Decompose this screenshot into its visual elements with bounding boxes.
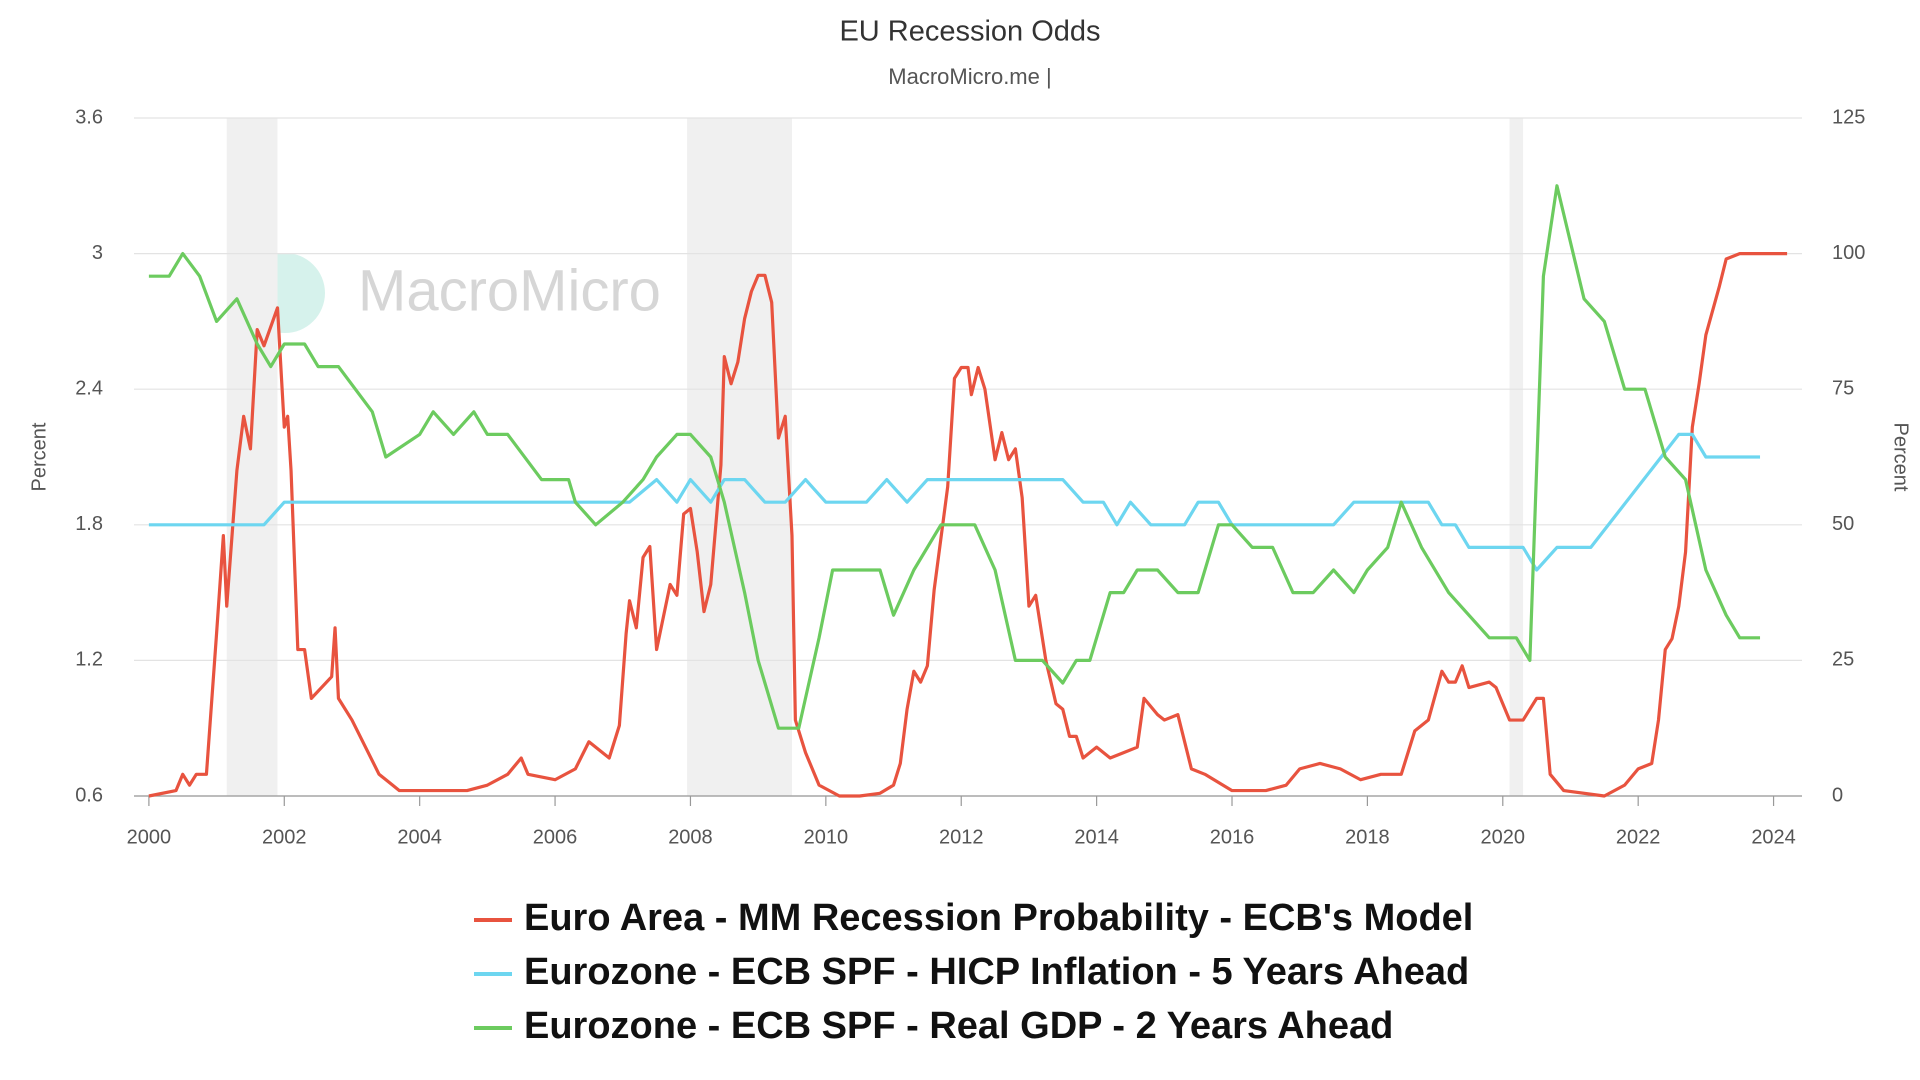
x-tick-label: 2020 bbox=[1481, 826, 1526, 848]
chart-subtitle: MacroMicro.me | bbox=[888, 64, 1051, 89]
y-tick-label: 1.2 bbox=[75, 649, 103, 671]
y2-tick-label: 125 bbox=[1832, 106, 1865, 128]
y-axis-title: Percent bbox=[28, 422, 50, 491]
series-line bbox=[148, 252, 1788, 798]
y-tick-label: 3.6 bbox=[75, 106, 103, 128]
recession-band bbox=[1509, 118, 1524, 796]
legend-label: Euro Area - MM Recession Probability - E… bbox=[524, 897, 1473, 939]
x-tick-label: 2010 bbox=[804, 826, 849, 848]
y-tick-label: 3 bbox=[92, 242, 103, 264]
x-tick-label: 2002 bbox=[262, 826, 307, 848]
y2-tick-label: 50 bbox=[1832, 513, 1854, 535]
y2-tick-label: 75 bbox=[1832, 377, 1854, 399]
x-tick-label: 2022 bbox=[1616, 826, 1661, 848]
legend-label: Eurozone - ECB SPF - Real GDP - 2 Years … bbox=[524, 1005, 1393, 1047]
x-tick-label: 2016 bbox=[1210, 826, 1255, 848]
series-line bbox=[148, 432, 1761, 572]
x-tick-label: 2014 bbox=[1074, 826, 1119, 848]
series-line bbox=[148, 184, 1761, 730]
x-tick-label: 2008 bbox=[668, 826, 713, 848]
y-tick-label: 0.6 bbox=[75, 784, 103, 806]
recession-band bbox=[687, 118, 792, 796]
x-tick-label: 2012 bbox=[939, 826, 984, 848]
watermark: MacroMicro bbox=[358, 258, 661, 323]
y-tick-label: 2.4 bbox=[75, 377, 103, 399]
x-tick-label: 2004 bbox=[397, 826, 442, 848]
y2-axis-title: Percent bbox=[1890, 423, 1912, 492]
chart-title: EU Recession Odds bbox=[839, 16, 1100, 48]
y-tick-label: 1.8 bbox=[75, 513, 103, 535]
y2-tick-label: 100 bbox=[1832, 242, 1865, 264]
recession-band bbox=[226, 118, 278, 796]
y2-tick-label: 25 bbox=[1832, 649, 1854, 671]
x-tick-label: 2018 bbox=[1345, 826, 1390, 848]
x-tick-label: 2000 bbox=[127, 826, 172, 848]
legend-label: Eurozone - ECB SPF - HICP Inflation - 5 … bbox=[524, 951, 1469, 993]
x-tick-label: 2024 bbox=[1751, 826, 1796, 848]
y2-tick-label: 0 bbox=[1832, 784, 1843, 806]
x-tick-label: 2006 bbox=[533, 826, 578, 848]
